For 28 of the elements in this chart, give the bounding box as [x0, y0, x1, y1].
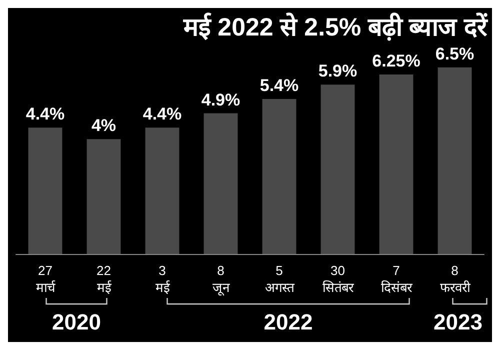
x-tick-label: 7 दिसंबर — [380, 263, 413, 295]
bar — [438, 67, 472, 254]
x-tick-label: 5 अगस्त — [264, 263, 295, 295]
bar — [86, 139, 121, 254]
data-label: 5.9% — [318, 62, 358, 81]
x-tick-label: 30 सितंबर — [322, 263, 354, 295]
data-label: 4.4% — [26, 104, 65, 124]
x-tick-label: 27 मार्च — [36, 263, 56, 295]
text: 2023 — [434, 310, 482, 334]
text: 2020 — [52, 310, 101, 334]
data-label: 4% — [91, 116, 116, 136]
data-label: 4.9% — [201, 90, 240, 110]
x-tick-label: 8 फरवरी — [440, 263, 471, 295]
bar — [145, 128, 180, 254]
bar — [204, 113, 238, 254]
bar — [320, 84, 355, 254]
bar — [262, 98, 296, 254]
chart-title: मई 2022 से 2.5% बढ़ी ब्याज दरें — [182, 12, 489, 42]
x-tick-label: 3 मई — [155, 263, 170, 295]
bar — [379, 74, 414, 254]
x-tick-label: 22 मई — [96, 263, 112, 295]
data-label: 5.4% — [260, 76, 299, 95]
x-tick-label: 8 जून — [212, 263, 230, 296]
data-label: 4.4% — [142, 104, 182, 124]
bar — [28, 128, 62, 254]
data-label: 6.25% — [372, 52, 420, 71]
data-label: 6.5% — [435, 44, 474, 64]
text: 2022 — [264, 310, 313, 334]
